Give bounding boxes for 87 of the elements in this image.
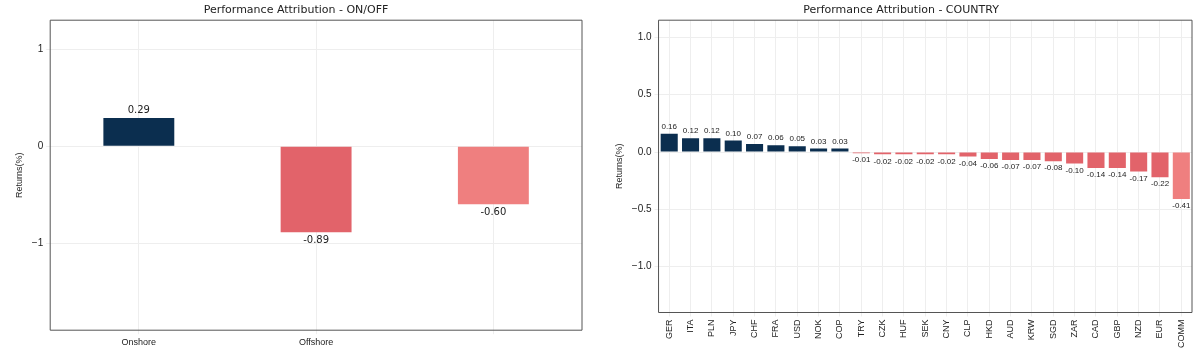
x-tick-label: EUR bbox=[1154, 319, 1165, 339]
bar bbox=[1002, 152, 1020, 161]
data-label: 0.05 bbox=[789, 134, 806, 144]
bar bbox=[810, 148, 828, 152]
data-label: -0.02 bbox=[894, 156, 914, 166]
data-label: -0.07 bbox=[1022, 162, 1042, 172]
x-tick-label: ZAR bbox=[1069, 319, 1080, 338]
x-tick-label: USD bbox=[791, 319, 802, 339]
data-label: -0.02 bbox=[937, 156, 957, 166]
bar bbox=[1044, 152, 1062, 162]
bar bbox=[1151, 152, 1169, 178]
x-tick-label: JPY bbox=[727, 319, 738, 337]
x-tick-label: CZK bbox=[877, 319, 888, 338]
x-tick-label: Onshore bbox=[121, 337, 157, 348]
data-label: -0.17 bbox=[1129, 173, 1149, 183]
data-label: 0.07 bbox=[746, 132, 763, 142]
data-label: -0.01 bbox=[852, 155, 871, 165]
bar bbox=[788, 146, 806, 152]
x-tick-label: SEK bbox=[919, 319, 930, 338]
x-tick-label: COP bbox=[834, 319, 845, 340]
x-tick-label: COMM bbox=[1175, 319, 1186, 349]
y-tick-label: 0.5 bbox=[637, 88, 652, 100]
x-tick-label: TRY bbox=[855, 319, 866, 338]
y-tick-label: 0.0 bbox=[637, 145, 652, 157]
data-label: -0.02 bbox=[873, 156, 893, 166]
data-label: -0.60 bbox=[480, 205, 507, 217]
bar bbox=[959, 152, 977, 157]
x-tick-label: PLN bbox=[706, 319, 717, 338]
bar bbox=[1087, 152, 1105, 169]
bar bbox=[980, 152, 998, 159]
bar bbox=[660, 133, 678, 152]
x-tick-label: NZD bbox=[1133, 319, 1144, 339]
x-tick-label: CAD bbox=[1090, 319, 1101, 339]
x-tick-label: GBP bbox=[1111, 319, 1122, 339]
y-tick-label: 1.0 bbox=[637, 31, 652, 43]
x-tick-label: CLP bbox=[962, 319, 973, 338]
data-label: 0.06 bbox=[768, 133, 785, 143]
x-tick-label: GER bbox=[663, 319, 674, 340]
data-label: -0.14 bbox=[1108, 170, 1127, 180]
x-tick-label: HKD bbox=[983, 319, 994, 339]
chart-title: Performance Attribution - COUNTRY bbox=[803, 3, 1000, 17]
data-label: -0.04 bbox=[958, 158, 978, 168]
data-label: -0.07 bbox=[1001, 162, 1021, 172]
x-tick-label: FRA bbox=[770, 319, 781, 338]
bar bbox=[831, 148, 849, 152]
data-label: 0.29 bbox=[127, 103, 150, 115]
data-label: 0.03 bbox=[832, 136, 849, 146]
data-label: 0.03 bbox=[810, 136, 827, 146]
y-axis-title: Returns(%) bbox=[613, 143, 624, 190]
x-tick-label: NOK bbox=[813, 319, 824, 340]
data-label: -0.14 bbox=[1086, 170, 1106, 180]
data-label: -0.10 bbox=[1065, 165, 1085, 175]
chart-title: Performance Attribution - ON/OFF bbox=[203, 3, 389, 17]
y-tick-label: 1 bbox=[37, 43, 44, 55]
bar bbox=[746, 144, 764, 152]
x-tick-label: AUD bbox=[1005, 319, 1016, 339]
bar bbox=[682, 138, 700, 152]
data-label: -0.02 bbox=[916, 156, 935, 166]
data-label: -0.06 bbox=[980, 161, 999, 171]
y-tick-label: −1 bbox=[31, 236, 44, 248]
bar bbox=[724, 140, 742, 152]
bar bbox=[767, 145, 785, 152]
bar bbox=[1108, 152, 1126, 169]
bar bbox=[1023, 152, 1041, 161]
bar bbox=[1066, 152, 1084, 164]
data-label: 0.10 bbox=[725, 128, 742, 138]
x-tick-label: CNY bbox=[941, 319, 952, 339]
y-tick-label: −0.5 bbox=[631, 203, 652, 215]
data-label: -0.08 bbox=[1044, 163, 1063, 173]
data-label: 0.16 bbox=[661, 121, 678, 131]
data-label: -0.22 bbox=[1150, 179, 1170, 189]
x-tick-label: SGD bbox=[1047, 319, 1058, 340]
y-axis-title: Returns(%) bbox=[13, 152, 24, 198]
x-tick-label: KRW bbox=[1026, 319, 1037, 341]
data-label: 0.12 bbox=[704, 126, 721, 136]
data-label: 0.12 bbox=[682, 126, 699, 136]
x-tick-label: Offshore bbox=[298, 337, 334, 348]
y-tick-label: −1.0 bbox=[631, 260, 652, 272]
data-label: -0.41 bbox=[1172, 201, 1191, 211]
bar bbox=[703, 138, 721, 152]
bar bbox=[1130, 152, 1148, 172]
x-tick-label: ITA bbox=[685, 319, 696, 333]
y-tick-label: 0 bbox=[37, 139, 44, 151]
bar bbox=[1172, 152, 1190, 200]
data-label: -0.89 bbox=[303, 233, 330, 245]
x-tick-label: HUF bbox=[898, 319, 909, 339]
x-tick-label: CHF bbox=[749, 319, 760, 339]
